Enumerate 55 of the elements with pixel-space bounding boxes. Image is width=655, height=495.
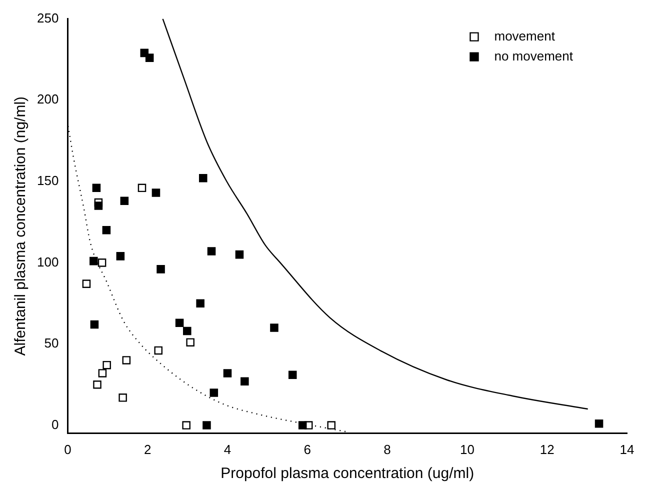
y-tick-label: 150	[36, 172, 59, 188]
point	[175, 318, 184, 327]
point	[120, 196, 129, 206]
point	[116, 252, 125, 260]
x-tick-label: 10	[460, 442, 474, 457]
point	[298, 421, 307, 430]
point	[82, 280, 91, 288]
point	[235, 250, 244, 259]
y-tick-label: 100	[36, 254, 59, 270]
y-tick-label: 200	[36, 92, 59, 107]
x-tick-label: 4	[224, 442, 232, 457]
point	[138, 184, 146, 192]
point	[102, 226, 111, 234]
x-axis-title: Propofol plasma concentration (ug/ml)	[220, 465, 474, 482]
point	[183, 326, 192, 336]
point	[288, 370, 297, 380]
point	[122, 356, 131, 364]
x-tick-label: 8	[384, 442, 391, 457]
point	[186, 338, 194, 346]
y-tick-label: 250	[36, 10, 59, 26]
point	[594, 420, 604, 428]
point	[182, 421, 190, 430]
y-tick-label: 0	[51, 416, 59, 432]
x-tick-label: 2	[144, 442, 152, 457]
point	[207, 247, 216, 256]
point	[198, 174, 208, 182]
point	[145, 54, 154, 62]
point	[327, 421, 336, 430]
x-tick-label: 0	[64, 442, 72, 457]
point	[202, 421, 211, 430]
point	[240, 377, 249, 386]
point	[118, 393, 127, 402]
legend-label: no movement	[494, 48, 574, 64]
point	[196, 299, 204, 308]
point	[94, 202, 103, 210]
x-tick-label: 6	[304, 442, 312, 457]
y-tick-label: 50	[44, 336, 59, 351]
point	[210, 388, 218, 397]
point	[152, 188, 160, 197]
point	[102, 360, 111, 370]
point	[156, 265, 165, 274]
point	[92, 184, 101, 192]
point	[223, 369, 232, 378]
y-axis-title: Alfentanil plasma concentration (ng/ml)	[12, 96, 30, 356]
point	[90, 320, 99, 329]
line-series	[162, 18, 588, 410]
point	[93, 380, 102, 389]
point	[154, 346, 163, 355]
point	[98, 258, 106, 267]
point	[270, 324, 278, 332]
legend-label: movement	[494, 28, 556, 44]
x-tick-label: 12	[540, 442, 554, 457]
point	[98, 369, 107, 378]
x-tick-label: 14	[620, 442, 634, 457]
point	[90, 256, 98, 266]
